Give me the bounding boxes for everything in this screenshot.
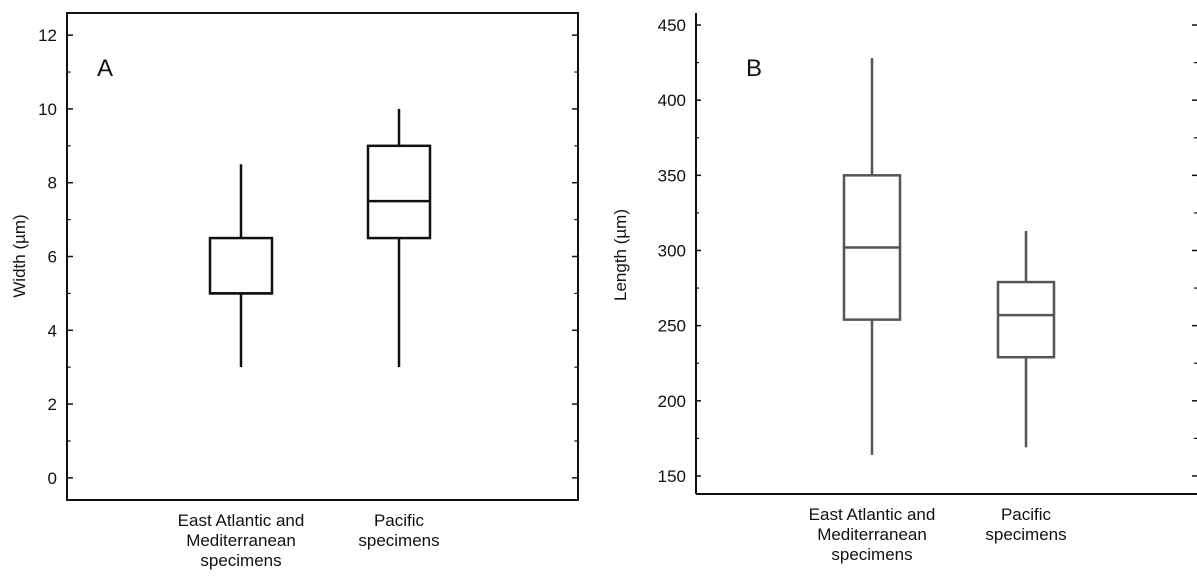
panel-a-y-tick-label: 0 bbox=[48, 469, 57, 488]
panel-b-category-label: specimens bbox=[831, 545, 912, 564]
panel-a-category-label: specimens bbox=[200, 551, 281, 570]
panel-b-y-axis-label: Length (µm) bbox=[611, 209, 630, 301]
panel-b-y-tick-label: 300 bbox=[658, 241, 686, 260]
panel-a-category-label: East Atlantic and bbox=[178, 511, 305, 530]
interquartile-box bbox=[996, 280, 1056, 359]
panel-a-box-1 bbox=[208, 164, 274, 368]
panel-a-category-label: Pacific bbox=[374, 511, 425, 530]
panel-b-category-label: East Atlantic and bbox=[809, 505, 936, 524]
panel-b-category-label: Mediterranean bbox=[817, 525, 927, 544]
panel-a-y-tick-label: 12 bbox=[38, 26, 57, 45]
panel-b-category-labels: East Atlantic andMediterraneanspecimensP… bbox=[809, 505, 1067, 564]
panel-b-y-tick-label: 350 bbox=[658, 166, 686, 185]
panel-a-plot-frame bbox=[66, 12, 579, 501]
panel-b-category-label: Pacific bbox=[1001, 505, 1052, 524]
panel-b-y-tick-label: 150 bbox=[658, 467, 686, 486]
panel-a-y-axis-label: Width (µm) bbox=[10, 214, 29, 297]
panel-a-box-2 bbox=[366, 108, 432, 368]
panel-b-ticks: 150 200 250 300 350 400 450 bbox=[658, 16, 1197, 486]
panel-b-category-label: specimens bbox=[985, 525, 1066, 544]
panel-a: 0 2 4 6 8 10 12 A Width (µm) East Atlantic and… bbox=[10, 12, 579, 570]
panel-b-box-1 bbox=[842, 58, 902, 455]
interquartile-box bbox=[366, 144, 432, 240]
panel-a-y-tick-label: 10 bbox=[38, 100, 57, 119]
panel-a-category-label: Mediterranean bbox=[186, 531, 296, 550]
panel-a-y-tick-label: 8 bbox=[48, 174, 57, 193]
panel-a-category-labels: East Atlantic andMediterraneanspecimensP… bbox=[178, 511, 440, 570]
panel-b-boxes bbox=[842, 58, 1056, 455]
panel-b-y-tick-label: 400 bbox=[658, 91, 686, 110]
panel-b-y-tick-label: 250 bbox=[658, 317, 686, 336]
panel-b-box-2 bbox=[996, 230, 1056, 448]
panel-a-frame bbox=[66, 12, 579, 501]
panel-b-frame bbox=[695, 13, 1197, 495]
panel-a-boxes bbox=[208, 108, 432, 368]
interquartile-box bbox=[208, 236, 274, 295]
panel-b-label: B bbox=[746, 55, 762, 82]
panel-a-ticks: 0 2 4 6 8 10 12 bbox=[38, 26, 578, 488]
panel-b: 150 200 250 300 350 400 450 B Length (µm) East… bbox=[611, 13, 1197, 564]
panel-a-y-tick-label: 2 bbox=[48, 395, 57, 414]
panel-a-y-tick-label: 6 bbox=[48, 248, 57, 267]
panel-a-label: A bbox=[97, 55, 113, 82]
panel-a-category-label: specimens bbox=[358, 531, 439, 550]
panel-b-y-tick-label: 200 bbox=[658, 392, 686, 411]
panel-a-y-tick-label: 4 bbox=[48, 321, 57, 340]
panel-b-y-tick-label: 450 bbox=[658, 16, 686, 35]
